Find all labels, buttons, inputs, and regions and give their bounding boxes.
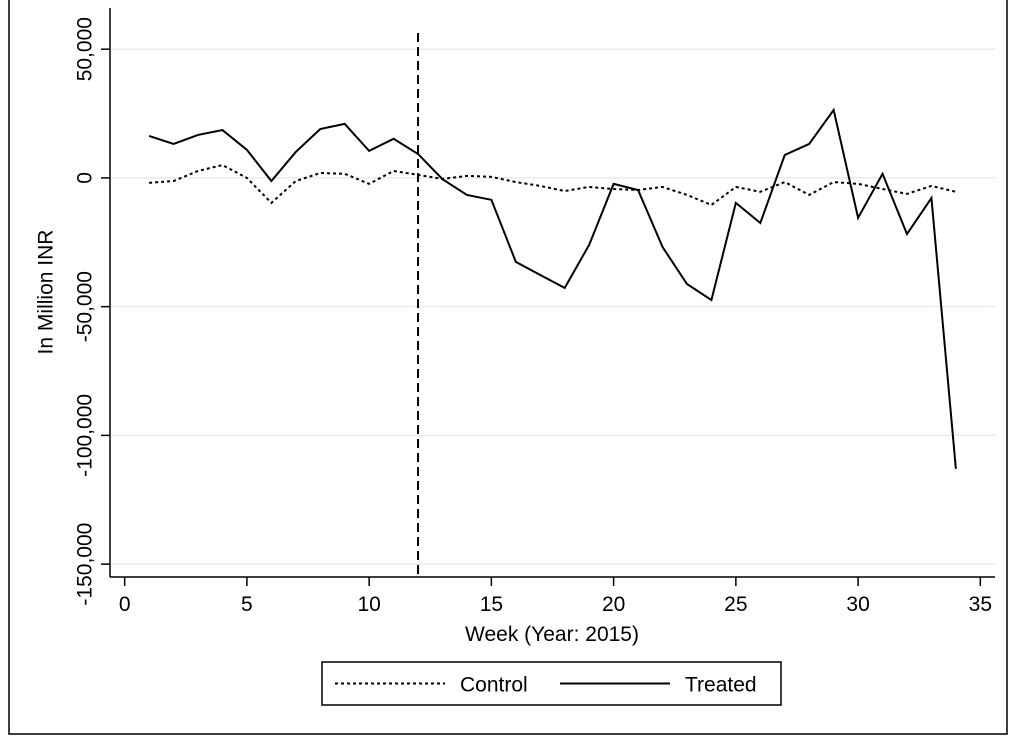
y-tick-label: -150,000: [74, 523, 97, 606]
legend-label: Treated: [685, 674, 757, 697]
x-tick-label: 10: [357, 593, 380, 616]
x-tick-label: 5: [241, 593, 253, 616]
y-tick-label: -50,000: [74, 271, 97, 342]
frame: [8, 0, 1008, 735]
x-tick-label: 30: [846, 593, 869, 616]
y-axis-label: In Million INR: [35, 230, 58, 355]
y-tick-label: 50,000: [74, 17, 97, 81]
x-tick-label: 35: [969, 593, 992, 616]
x-tick-label: 15: [480, 593, 503, 616]
x-tick-label: 20: [602, 593, 625, 616]
y-tick-label: 0: [74, 172, 97, 184]
data-line: [149, 163, 957, 207]
legend-box: [321, 661, 782, 706]
data-line: [148, 107, 957, 469]
x-tick-label: 25: [724, 593, 747, 616]
x-axis-label: Week (Year: 2015): [465, 623, 639, 646]
x-tick-label: 0: [119, 593, 131, 616]
y-tick-label: -100,000: [74, 394, 97, 477]
legend-label: Control: [460, 674, 528, 697]
